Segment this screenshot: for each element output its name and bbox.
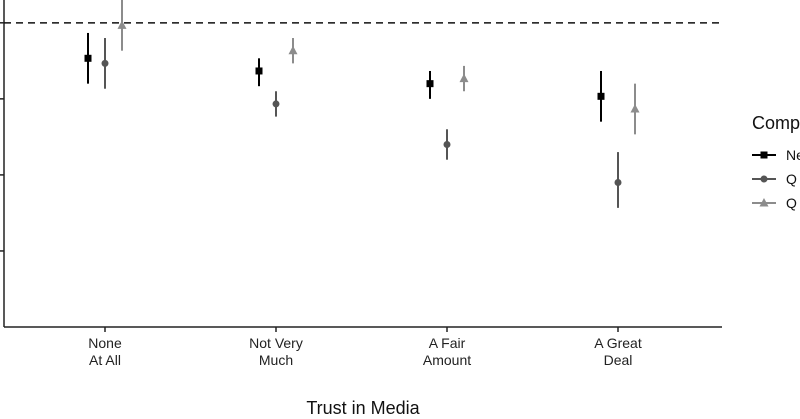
point-3-2 (288, 45, 298, 55)
legend-title: Comp (752, 113, 800, 133)
series-2 (101, 38, 622, 208)
legend-label-1: Ne (786, 147, 800, 163)
series-1 (84, 32, 605, 122)
legend-key-1 (760, 151, 768, 159)
x-tick-label-3-1: A Fair (429, 335, 466, 351)
x-tick-label-2-2: Much (259, 352, 293, 368)
point-1-2 (255, 67, 263, 75)
x-tick-label-3-2: Amount (423, 352, 471, 368)
axes (0, 0, 722, 332)
legend-key-2 (760, 175, 768, 183)
x-axis-title: Trust in Media (306, 398, 420, 418)
legend-label-3: Q (786, 195, 797, 211)
x-tick-label-4-1: A Great (594, 335, 642, 351)
point-1-4 (597, 92, 605, 100)
legend: Comp Ne QQ (752, 113, 800, 211)
point-1-3 (426, 80, 434, 88)
point-3-4 (630, 104, 640, 113)
point-2-3 (443, 140, 451, 148)
legend-key-3 (759, 198, 769, 207)
x-tick-label-2-1: Not Very (249, 335, 303, 351)
point-2-4 (614, 179, 622, 187)
point-1-1 (84, 54, 92, 62)
series-3 (117, 0, 640, 135)
x-tick-label-4-2: Deal (604, 352, 633, 368)
point-3-1 (117, 20, 127, 29)
x-tick-label-1-1: None (88, 335, 122, 351)
x-tick-label-1-2: At All (89, 352, 121, 368)
chart-marks (84, 0, 640, 208)
legend-label-2: Q (786, 171, 797, 187)
point-2-2 (272, 100, 280, 108)
point-3-3 (459, 73, 469, 83)
point-2-1 (101, 59, 109, 67)
